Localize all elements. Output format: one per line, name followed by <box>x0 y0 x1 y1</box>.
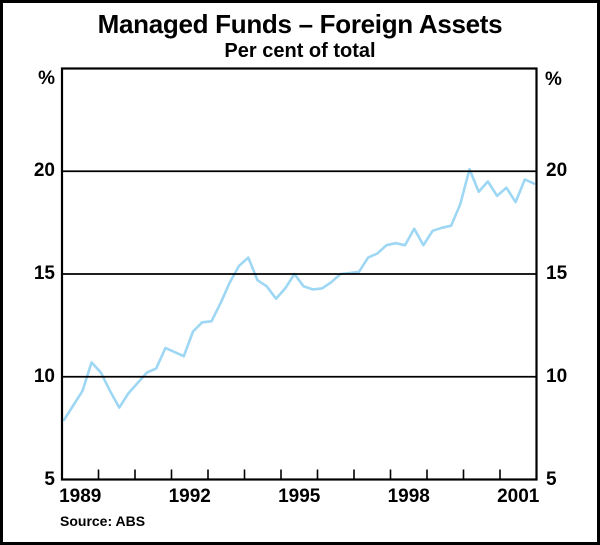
y-axis-label-left-20: 20 <box>33 160 55 182</box>
percent-symbol-left: % <box>38 68 55 89</box>
chart-subtitle: Per cent of total <box>224 40 376 62</box>
y-axis-label-right-5: 5 <box>546 468 557 490</box>
plot-border <box>60 67 538 481</box>
chart-title: Managed Funds – Foreign Assets <box>97 9 503 39</box>
x-axis-label-1998: 1998 <box>387 486 430 507</box>
y-axis-label-left-10: 10 <box>33 365 55 387</box>
x-axis-label-2001: 2001 <box>497 486 540 507</box>
y-axis-label-right-15: 15 <box>546 263 568 284</box>
x-axis-label-1989: 1989 <box>59 486 102 507</box>
x-axis-label-1992: 1992 <box>168 486 211 507</box>
y-axis-label-right-20: 20 <box>546 160 568 182</box>
percent-symbol-right: % <box>545 69 562 90</box>
data-line-foreign-assets <box>62 167 536 422</box>
y-axis-label-left-15: 15 <box>33 263 55 284</box>
x-axis-label-1995: 1995 <box>278 486 321 507</box>
y-axis-label-right-10: 10 <box>546 365 568 387</box>
source-note: Source: ABS <box>60 513 146 529</box>
y-axis-label-left-5: 5 <box>44 468 55 490</box>
